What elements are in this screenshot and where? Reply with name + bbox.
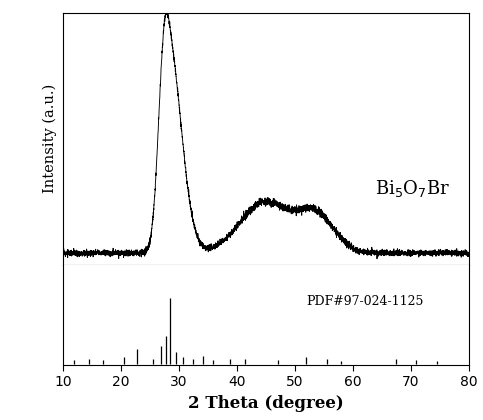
X-axis label: 2 Theta (degree): 2 Theta (degree) [188,395,343,412]
Text: Bi$_5$O$_7$Br: Bi$_5$O$_7$Br [375,178,450,199]
Text: PDF#97-024-1125: PDF#97-024-1125 [306,295,424,308]
Y-axis label: Intensity (a.u.): Intensity (a.u.) [43,84,57,193]
